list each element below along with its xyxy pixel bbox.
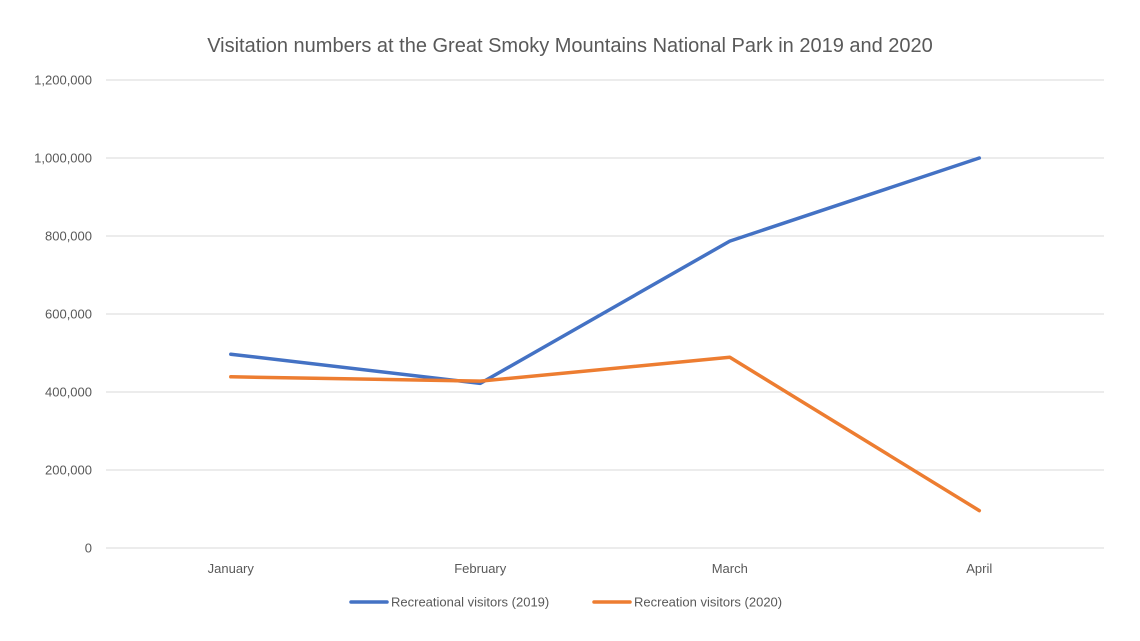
legend-label: Recreational visitors (2019) xyxy=(391,595,549,610)
x-tick-label: January xyxy=(208,561,255,576)
gridlines xyxy=(106,79,1104,549)
series-line-1 xyxy=(229,156,982,386)
x-tick-label: February xyxy=(454,561,507,576)
y-tick-label: 200,000 xyxy=(45,463,92,478)
y-tick-label: 600,000 xyxy=(45,307,92,322)
y-tick-label: 1,000,000 xyxy=(34,151,92,166)
x-axis-tick-labels: January February March April xyxy=(208,561,993,576)
y-tick-label: 0 xyxy=(85,541,92,556)
x-tick-label: April xyxy=(966,561,992,576)
legend-label: Recreation visitors (2020) xyxy=(634,595,782,610)
series-lines xyxy=(229,156,982,513)
chart-title: Visitation numbers at the Great Smoky Mo… xyxy=(207,35,933,57)
y-tick-label: 400,000 xyxy=(45,385,92,400)
legend: Recreational visitors (2019) Recreation v… xyxy=(349,595,782,610)
y-axis-tick-labels: 0 200,000 400,000 600,000 800,000 1,000,000 1,… xyxy=(34,73,92,556)
y-tick-label: 1,200,000 xyxy=(34,73,92,88)
x-tick-label: March xyxy=(712,561,748,576)
y-tick-label: 800,000 xyxy=(45,229,92,244)
series-line-2 xyxy=(229,355,982,513)
